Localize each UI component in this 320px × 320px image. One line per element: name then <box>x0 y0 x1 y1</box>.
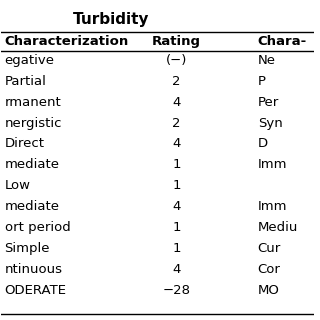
Text: Direct: Direct <box>4 138 44 150</box>
Text: mediate: mediate <box>4 200 60 213</box>
Text: Turbidity: Turbidity <box>73 12 149 28</box>
Text: 4: 4 <box>172 96 180 108</box>
Text: Simple: Simple <box>4 242 50 255</box>
Text: 1: 1 <box>172 158 181 172</box>
Text: Cur: Cur <box>258 242 281 255</box>
Text: Rating: Rating <box>152 35 201 48</box>
Text: Imm: Imm <box>258 200 287 213</box>
Text: ntinuous: ntinuous <box>4 263 62 276</box>
Text: nergistic: nergistic <box>4 116 62 130</box>
Text: Syn: Syn <box>258 116 283 130</box>
Text: egative: egative <box>4 54 54 67</box>
Text: Imm: Imm <box>258 158 287 172</box>
Text: 2: 2 <box>172 75 181 88</box>
Text: ort period: ort period <box>4 221 70 234</box>
Text: Chara-: Chara- <box>258 35 307 48</box>
Text: Ne: Ne <box>258 54 276 67</box>
Text: Cor: Cor <box>258 263 281 276</box>
Text: rmanent: rmanent <box>4 96 61 108</box>
Text: −28: −28 <box>163 284 190 297</box>
Text: 2: 2 <box>172 116 181 130</box>
Text: P: P <box>258 75 266 88</box>
Text: 1: 1 <box>172 242 181 255</box>
Text: mediate: mediate <box>4 158 60 172</box>
Text: Per: Per <box>258 96 279 108</box>
Text: Characterization: Characterization <box>4 35 129 48</box>
Text: 1: 1 <box>172 221 181 234</box>
Text: 4: 4 <box>172 263 180 276</box>
Text: D: D <box>258 138 268 150</box>
Text: MO: MO <box>258 284 280 297</box>
Text: 4: 4 <box>172 138 180 150</box>
Text: Partial: Partial <box>4 75 46 88</box>
Text: Low: Low <box>4 179 30 192</box>
Text: Mediu: Mediu <box>258 221 298 234</box>
Text: ODERATE: ODERATE <box>4 284 67 297</box>
Text: 4: 4 <box>172 200 180 213</box>
Text: 1: 1 <box>172 179 181 192</box>
Text: (−): (−) <box>166 54 187 67</box>
